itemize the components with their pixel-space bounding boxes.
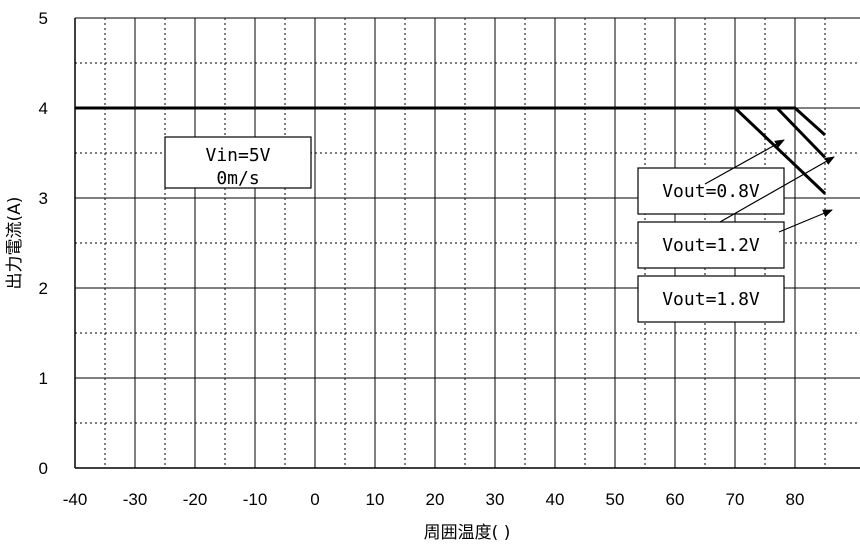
x-tick-label: 0 (310, 490, 319, 509)
series-lines (75, 106, 827, 195)
x-tick-label: 40 (546, 490, 565, 509)
x-tick-label: 80 (786, 490, 805, 509)
series-label-arrow (778, 209, 833, 233)
series-label-box (637, 167, 785, 215)
condition-box-text: 0m/s (216, 168, 259, 189)
series-label-arrow (704, 139, 785, 185)
x-tick-label: -10 (243, 490, 268, 509)
y-tick-label: 3 (39, 189, 48, 208)
series-label-text: Vout=1.8V (662, 289, 760, 310)
series-label-text: Vout=1.2V (662, 235, 760, 256)
x-tick-label: -20 (183, 490, 208, 509)
y-axis-title: 出力電流(A) (5, 197, 25, 290)
condition-box (164, 136, 312, 189)
series-label-box (637, 221, 785, 269)
x-tick-label: 20 (426, 490, 445, 509)
x-tick-label: 70 (726, 490, 745, 509)
series-label-box (637, 275, 785, 323)
tick-labels: -40 -30 -20 -10 0 10 20 30 40 50 60 70 80 0 1 2 3 4 5 (39, 9, 805, 509)
x-axis-title: 周囲温度( ) (424, 523, 511, 543)
y-tick-label: 5 (39, 9, 48, 28)
x-tick-label: -30 (123, 490, 148, 509)
x-tick-label: 30 (486, 490, 505, 509)
y-tick-label: 4 (39, 99, 48, 118)
condition-box-text: Vin=5V (205, 145, 270, 166)
x-tick-label: 50 (606, 490, 625, 509)
x-tick-label: 10 (366, 490, 385, 509)
y-tick-label: 1 (39, 369, 48, 388)
series-line (75, 106, 827, 137)
x-tick-label: 60 (666, 490, 685, 509)
y-tick-label: 0 (39, 459, 48, 478)
axes (74, 17, 860, 469)
y-tick-label: 2 (39, 279, 48, 298)
series-label-text: Vout=0.8V (662, 181, 760, 202)
series-label-arrow (719, 156, 835, 223)
x-tick-label: -40 (63, 490, 88, 509)
